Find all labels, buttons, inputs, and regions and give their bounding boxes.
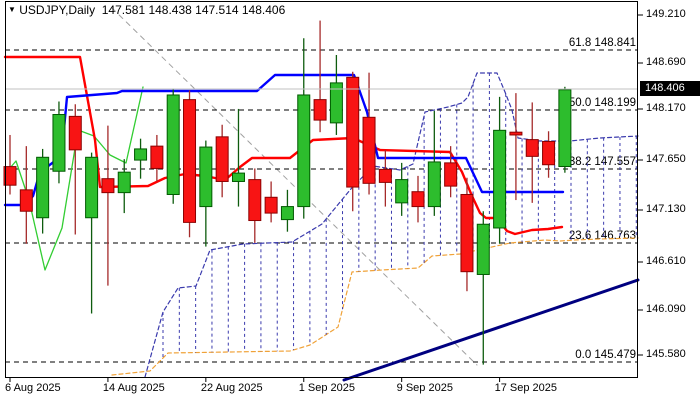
price-axis-label: 149.210 bbox=[646, 8, 686, 20]
candle-body bbox=[460, 193, 474, 273]
candle-body bbox=[493, 129, 507, 229]
candle-body bbox=[215, 136, 229, 182]
date-axis-label: 22 Aug 2025 bbox=[200, 382, 263, 394]
price-axis-label: 147.130 bbox=[646, 203, 686, 215]
candle-body bbox=[509, 131, 523, 136]
candle-body bbox=[117, 171, 131, 194]
price-axis-label: 148.690 bbox=[646, 56, 686, 68]
fib-level-label: 50.0 148.199 bbox=[569, 97, 636, 109]
fib-level-label: 23.6 146.763 bbox=[569, 230, 636, 242]
candle-body bbox=[68, 115, 82, 151]
candle-body bbox=[101, 178, 115, 194]
date-axis-label: 17 Sep 2025 bbox=[494, 382, 557, 394]
fib-level-label: 61.8 148.841 bbox=[569, 37, 636, 49]
candle-body bbox=[558, 89, 572, 167]
candle-body bbox=[36, 156, 50, 219]
candle-body bbox=[183, 99, 197, 223]
tenkan-sen-line bbox=[3, 55, 564, 236]
candle-body bbox=[19, 189, 33, 212]
price-axis-label: 146.090 bbox=[646, 303, 686, 315]
date-axis-label: 1 Sep 2025 bbox=[298, 382, 356, 394]
price-axis-label: 146.610 bbox=[646, 255, 686, 267]
candle-body bbox=[395, 179, 409, 204]
dropdown-triangle-icon[interactable]: ▼ bbox=[8, 5, 16, 14]
candle-body bbox=[542, 140, 556, 166]
candle-body bbox=[280, 206, 294, 221]
date-axis-label: 14 Aug 2025 bbox=[102, 382, 165, 394]
chikou-span-line bbox=[9, 86, 144, 271]
candle-body bbox=[134, 148, 148, 161]
date-axis-label: 9 Sep 2025 bbox=[396, 382, 453, 394]
fib-level-label: 0.0 145.479 bbox=[575, 349, 636, 361]
trendline bbox=[342, 278, 640, 382]
candle-body bbox=[378, 168, 392, 183]
candle-body bbox=[199, 146, 213, 208]
candle-body bbox=[85, 156, 99, 219]
candle-body bbox=[231, 172, 245, 182]
candle-body bbox=[427, 161, 441, 208]
candle-body bbox=[264, 196, 278, 214]
candle-body bbox=[248, 179, 262, 222]
candle-body bbox=[411, 191, 425, 208]
candle-body bbox=[362, 116, 376, 184]
candle-body bbox=[346, 76, 360, 188]
candle-body bbox=[476, 223, 490, 275]
senkou-span-b-line bbox=[111, 237, 639, 376]
candle-body bbox=[166, 94, 180, 195]
current-price-tag: 148.406 bbox=[640, 81, 700, 96]
candle-body bbox=[3, 166, 17, 186]
candle-body bbox=[297, 94, 311, 208]
symbol-ohlc-text: USDJPY,Daily 147.581 148.438 147.514 148… bbox=[19, 3, 286, 17]
candle-body bbox=[52, 114, 66, 172]
price-axis-label: 145.580 bbox=[646, 348, 686, 360]
chart-frame bbox=[5, 1, 638, 378]
candle-body bbox=[329, 82, 343, 124]
candle-body bbox=[444, 162, 458, 187]
price-axis-label: 148.170 bbox=[646, 102, 686, 114]
symbol-title[interactable]: ▼ USDJPY,Daily 147.581 148.438 147.514 1… bbox=[8, 3, 285, 17]
fib-diagonal-line bbox=[111, 7, 478, 366]
fib-level-label: 38.2 147.557 bbox=[569, 156, 636, 168]
candle-body bbox=[525, 139, 539, 157]
price-axis-label: 147.650 bbox=[646, 153, 686, 165]
senkou-span-a-line bbox=[144, 72, 639, 378]
candle-body bbox=[150, 145, 164, 169]
candle-body bbox=[313, 99, 327, 121]
date-axis-label: 6 Aug 2025 bbox=[5, 382, 61, 394]
